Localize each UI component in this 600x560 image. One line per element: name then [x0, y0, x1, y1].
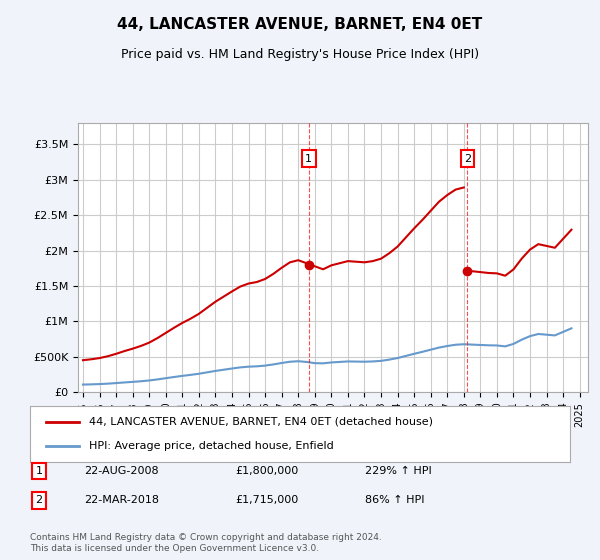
Text: £1,715,000: £1,715,000 — [235, 496, 298, 505]
Text: Price paid vs. HM Land Registry's House Price Index (HPI): Price paid vs. HM Land Registry's House … — [121, 48, 479, 60]
Text: 44, LANCASTER AVENUE, BARNET, EN4 0ET: 44, LANCASTER AVENUE, BARNET, EN4 0ET — [118, 17, 482, 32]
Text: 1: 1 — [35, 466, 43, 476]
Text: Contains HM Land Registry data © Crown copyright and database right 2024.
This d: Contains HM Land Registry data © Crown c… — [30, 533, 382, 553]
Text: 44, LANCASTER AVENUE, BARNET, EN4 0ET (detached house): 44, LANCASTER AVENUE, BARNET, EN4 0ET (d… — [89, 417, 433, 427]
Text: 229% ↑ HPI: 229% ↑ HPI — [365, 466, 431, 476]
Text: £1,800,000: £1,800,000 — [235, 466, 298, 476]
Text: 1: 1 — [305, 153, 313, 164]
Text: 2: 2 — [35, 496, 43, 505]
Text: HPI: Average price, detached house, Enfield: HPI: Average price, detached house, Enfi… — [89, 441, 334, 451]
Text: 2: 2 — [464, 153, 471, 164]
Text: 86% ↑ HPI: 86% ↑ HPI — [365, 496, 424, 505]
Text: 22-MAR-2018: 22-MAR-2018 — [84, 496, 159, 505]
Text: 22-AUG-2008: 22-AUG-2008 — [84, 466, 158, 476]
